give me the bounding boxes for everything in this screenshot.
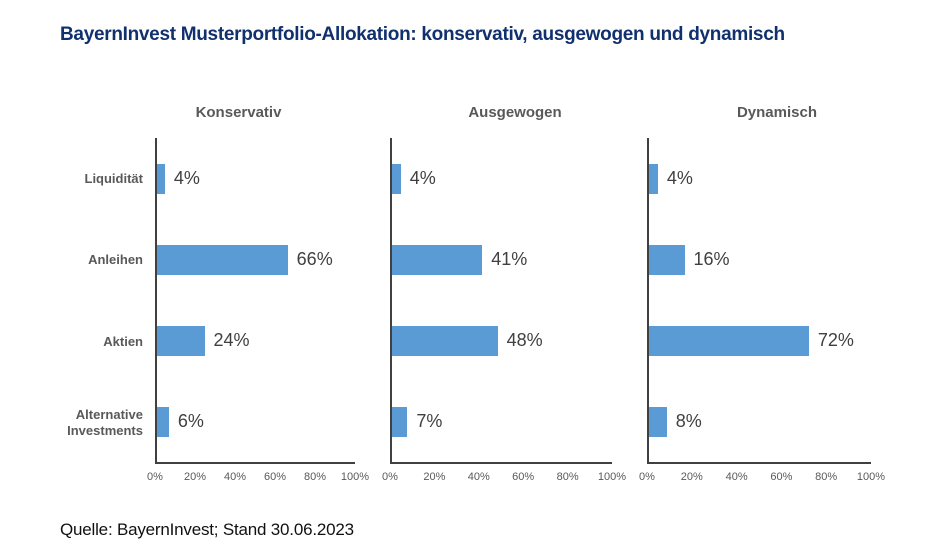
bar [392,244,483,275]
bar [649,406,667,437]
bar-value-label: 48% [506,330,543,350]
bar [649,244,685,275]
x-axis-ausgewogen: 0% 20% 40% 60% 80% 100% [382,464,626,490]
bar-value-label: 66% [296,249,333,269]
category-label: Aktien [103,333,143,349]
x-tick-label: 100% [856,471,886,483]
x-tick-label: 20% [680,471,703,483]
bar-row: 72% [649,300,871,381]
charts-row: Konservativ Liquidität Anleihen Aktien Alte… [60,86,885,490]
plot-wrap: 4% 16% 72% 8% 0% 20% 40% 60% 80% 100% [639,138,885,490]
bar-row: 16% [649,219,871,300]
bar-row: 4% [649,138,871,219]
chart-body: 4% 41% 48% 7% 0% 20% 40% 60% 80% 100% [382,138,626,490]
chart-body: 4% 16% 72% 8% 0% 20% 40% 60% 80% 100% [639,138,885,490]
category-label: Anleihen [88,252,143,268]
bar [649,325,809,356]
x-tick-label: 0% [147,471,163,483]
bar-value-label: 72% [817,330,854,350]
category-label: Alternative Investments [67,407,143,439]
chart-konservativ: Konservativ Liquidität Anleihen Aktien Alte… [60,86,369,490]
bar [157,325,205,356]
x-tick-label: 20% [183,471,207,483]
x-tick-label: 80% [815,471,838,483]
bar-value-label: 24% [213,330,250,350]
bar-row: 8% [649,381,871,462]
category-labels: Liquidität Anleihen Aktien Alternative Inve… [60,138,155,464]
x-axis-konservativ: 0% 20% 40% 60% 80% 100% [147,464,369,490]
x-tick-label: 40% [467,471,490,483]
bar [392,325,498,356]
plot-dynamisch: 4% 16% 72% 8% [647,138,871,464]
bar-row: 4% [392,138,612,219]
plot-ausgewogen: 4% 41% 48% 7% [390,138,612,464]
page-title: BayernInvest Musterportfolio-Allokation:… [60,24,785,45]
x-axis-dynamisch: 0% 20% 40% 60% 80% 100% [639,464,885,490]
x-tick-label: 60% [512,471,535,483]
bar-row: 24% [157,300,355,381]
x-tick-label: 100% [340,471,370,483]
bar-row: 6% [157,381,355,462]
bar-row: 7% [392,381,612,462]
plot-konservativ: 4% 66% 24% 6% [155,138,355,464]
category-label: Liquidität [84,170,144,186]
bar-row: 66% [157,219,355,300]
chart-title-konservativ: Konservativ [195,103,282,121]
x-tick-label: 80% [303,471,327,483]
chart-ausgewogen: Ausgewogen 4% 41% 48% 7% 0% 20% 40% 60% 80% 100% [382,86,626,490]
bar [157,244,288,275]
bar-value-label: 8% [675,411,702,431]
bar-row: 41% [392,219,612,300]
bar-value-label: 4% [409,168,436,188]
bar [157,163,165,194]
bar [392,406,408,437]
plot-wrap: 4% 66% 24% 6% 0% 20% 40% 60% 80% 100% [147,138,369,490]
chart-dynamisch: Dynamisch 4% 16% 72% 8% 0% 20% 40% 60% 80% 100% [639,86,885,490]
x-tick-label: 100% [597,471,627,483]
bar-value-label: 4% [666,168,693,188]
chart-body: Liquidität Anleihen Aktien Alternative Inve… [60,138,369,490]
x-tick-label: 0% [382,471,398,483]
bar-value-label: 4% [173,168,200,188]
x-tick-label: 60% [263,471,287,483]
x-tick-label: 40% [725,471,748,483]
x-tick-label: 40% [223,471,247,483]
bar [392,163,401,194]
x-tick-label: 80% [556,471,579,483]
chart-title-dynamisch: Dynamisch [736,103,818,121]
bar [157,406,169,437]
bar-value-label: 16% [693,249,730,269]
x-tick-label: 60% [770,471,793,483]
bar-row: 4% [157,138,355,219]
bar-value-label: 7% [416,411,443,431]
chart-title-ausgewogen: Ausgewogen [468,103,562,121]
source-note: Quelle: BayernInvest; Stand 30.06.2023 [60,520,354,539]
bar-row: 48% [392,300,612,381]
x-tick-label: 20% [423,471,446,483]
plot-wrap: 4% 41% 48% 7% 0% 20% 40% 60% 80% 100% [382,138,626,490]
bar [649,163,658,194]
bar-value-label: 41% [491,249,528,269]
bar-value-label: 6% [177,411,204,431]
x-tick-label: 0% [639,471,655,483]
